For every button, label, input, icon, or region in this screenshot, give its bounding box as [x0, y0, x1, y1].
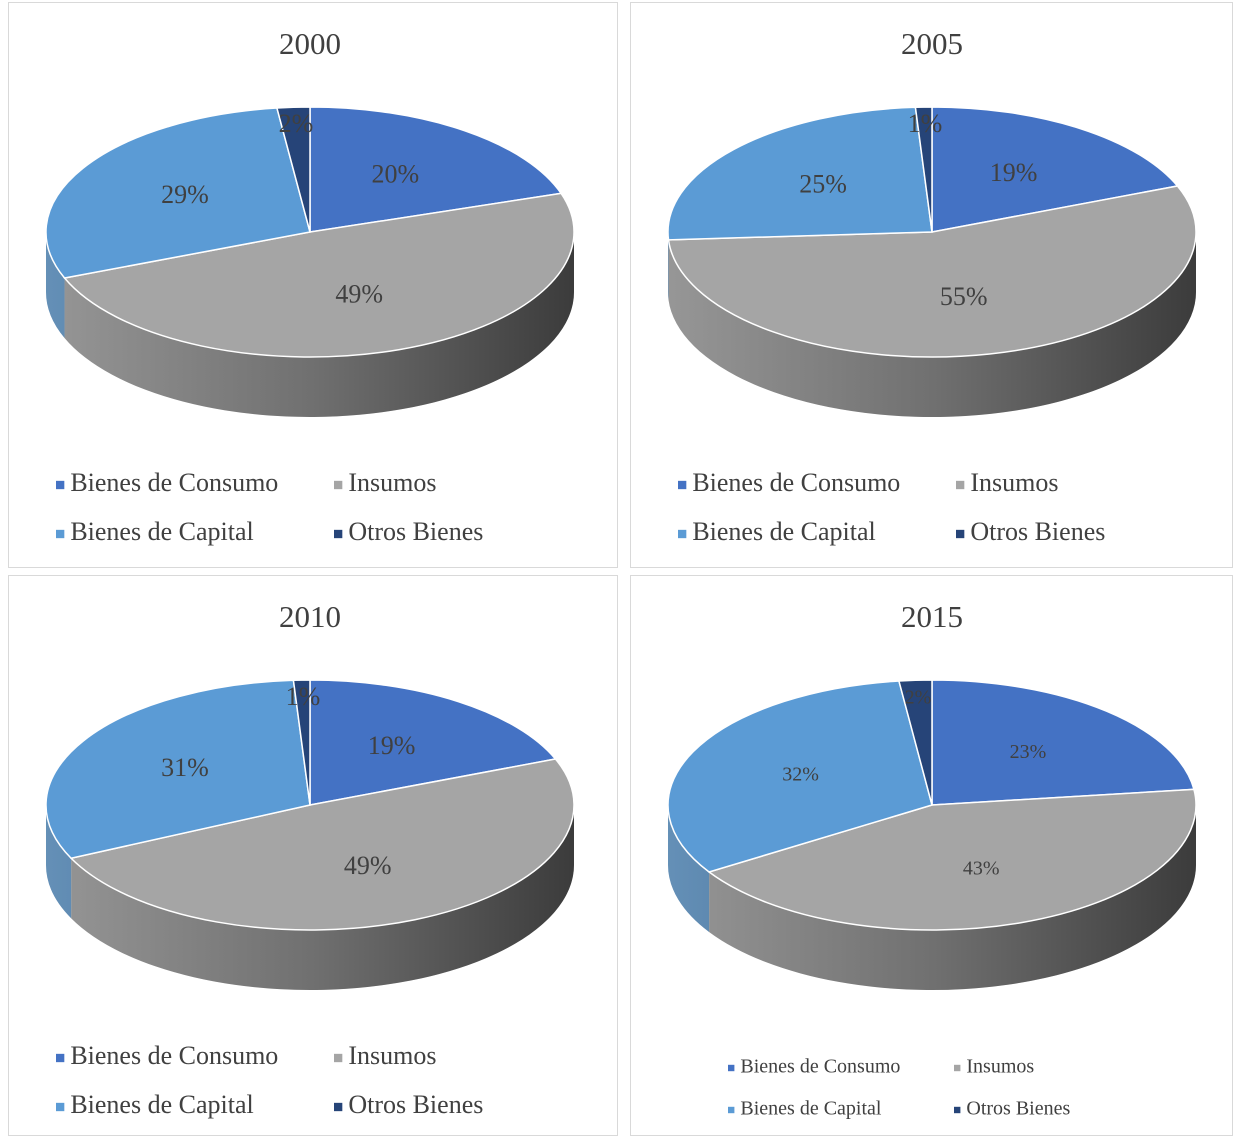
- legend-marker: [56, 1053, 65, 1063]
- pie-slice: [931, 106, 1179, 233]
- data-label: 1%: [908, 109, 943, 138]
- chart-panel: 19% 55% 25% 1% 2005 Bienes de Consumo Insumos B…: [630, 2, 1233, 568]
- pie-slice: [707, 788, 1197, 931]
- legend-label: Otros Bienes: [348, 517, 483, 546]
- chart-title: 2015: [901, 599, 963, 634]
- data-label: 23%: [1010, 741, 1047, 763]
- legend-label: Otros Bienes: [348, 1090, 483, 1119]
- pie-slice: [45, 107, 311, 279]
- legend-marker: [956, 480, 965, 490]
- legend-label: Otros Bienes: [970, 517, 1105, 546]
- legend-label: Bienes de Capital: [70, 1090, 253, 1119]
- legend-marker: [56, 529, 65, 539]
- side-shading: [668, 232, 1196, 417]
- pie-slice: [914, 106, 933, 233]
- legend-label: Bienes de Capital: [740, 1098, 882, 1120]
- legend-label: Insumos: [348, 468, 436, 497]
- data-label: 2%: [905, 687, 932, 709]
- legend-label: Bienes de Consumo: [740, 1056, 900, 1078]
- legend-marker: [728, 1064, 735, 1072]
- legend-marker: [956, 529, 965, 539]
- legend-marker: [954, 1064, 961, 1072]
- legend-label: Bienes de Consumo: [692, 468, 900, 497]
- side-shading: [668, 805, 1196, 990]
- chart-title: 2005: [901, 26, 963, 61]
- data-label: 32%: [782, 763, 819, 785]
- legend-marker: [334, 1053, 343, 1063]
- pie-slice: [309, 679, 557, 806]
- pie-slice: [309, 106, 563, 233]
- chart-panel: 23% 43% 32% 2% 2015 Bienes de Consumo Insumos B…: [630, 575, 1233, 1136]
- chart-title: 2000: [279, 26, 341, 61]
- pie-slice: [667, 680, 933, 873]
- chart-panel: 20% 49% 29% 2% 2000 Bienes de Consumo Insumos B…: [8, 2, 618, 568]
- chart-panel: 19% 49% 31% 1% 2010 Bienes de Consumo Insumos B…: [8, 575, 618, 1136]
- pie-slice: [931, 679, 1195, 806]
- legend-marker: [678, 480, 687, 490]
- legend-marker: [334, 529, 343, 539]
- legend-marker: [334, 1102, 343, 1112]
- legend-label: Insumos: [966, 1056, 1034, 1078]
- legend-marker: [728, 1106, 735, 1114]
- pie-slice: [292, 679, 311, 806]
- pie-slice: [63, 192, 575, 358]
- legend-marker: [678, 529, 687, 539]
- side-shading: [46, 805, 574, 990]
- data-label: 2%: [279, 109, 314, 138]
- legend-marker: [954, 1106, 961, 1114]
- pie-slice: [667, 185, 1197, 358]
- data-label: 1%: [286, 682, 321, 711]
- data-label: 49%: [335, 280, 383, 309]
- legend-label: Bienes de Capital: [70, 517, 253, 546]
- legend-marker: [334, 480, 343, 490]
- data-label: 31%: [161, 753, 209, 782]
- data-label: 49%: [344, 851, 392, 880]
- legend-label: Bienes de Capital: [692, 517, 875, 546]
- pie-slice: [897, 679, 933, 806]
- chart-title: 2010: [279, 599, 341, 634]
- legend-label: Insumos: [348, 1041, 436, 1070]
- side-shading: [46, 232, 574, 417]
- data-label: 19%: [990, 158, 1038, 187]
- data-label: 20%: [372, 159, 420, 188]
- legend-marker: [56, 480, 65, 490]
- data-label: 19%: [368, 731, 416, 760]
- data-label: 29%: [161, 180, 209, 209]
- legend-label: Bienes de Consumo: [70, 1041, 278, 1070]
- data-label: 43%: [963, 857, 1000, 879]
- legend-label: Insumos: [970, 468, 1058, 497]
- data-label: 25%: [799, 170, 847, 199]
- pie-slice: [69, 758, 575, 931]
- legend-marker: [56, 1102, 65, 1112]
- legend-label: Otros Bienes: [966, 1098, 1070, 1120]
- pie-slice: [275, 106, 311, 233]
- data-label: 55%: [940, 282, 988, 311]
- legend-label: Bienes de Consumo: [70, 468, 278, 497]
- pie-slice: [667, 106, 933, 241]
- pie-slice: [45, 679, 311, 860]
